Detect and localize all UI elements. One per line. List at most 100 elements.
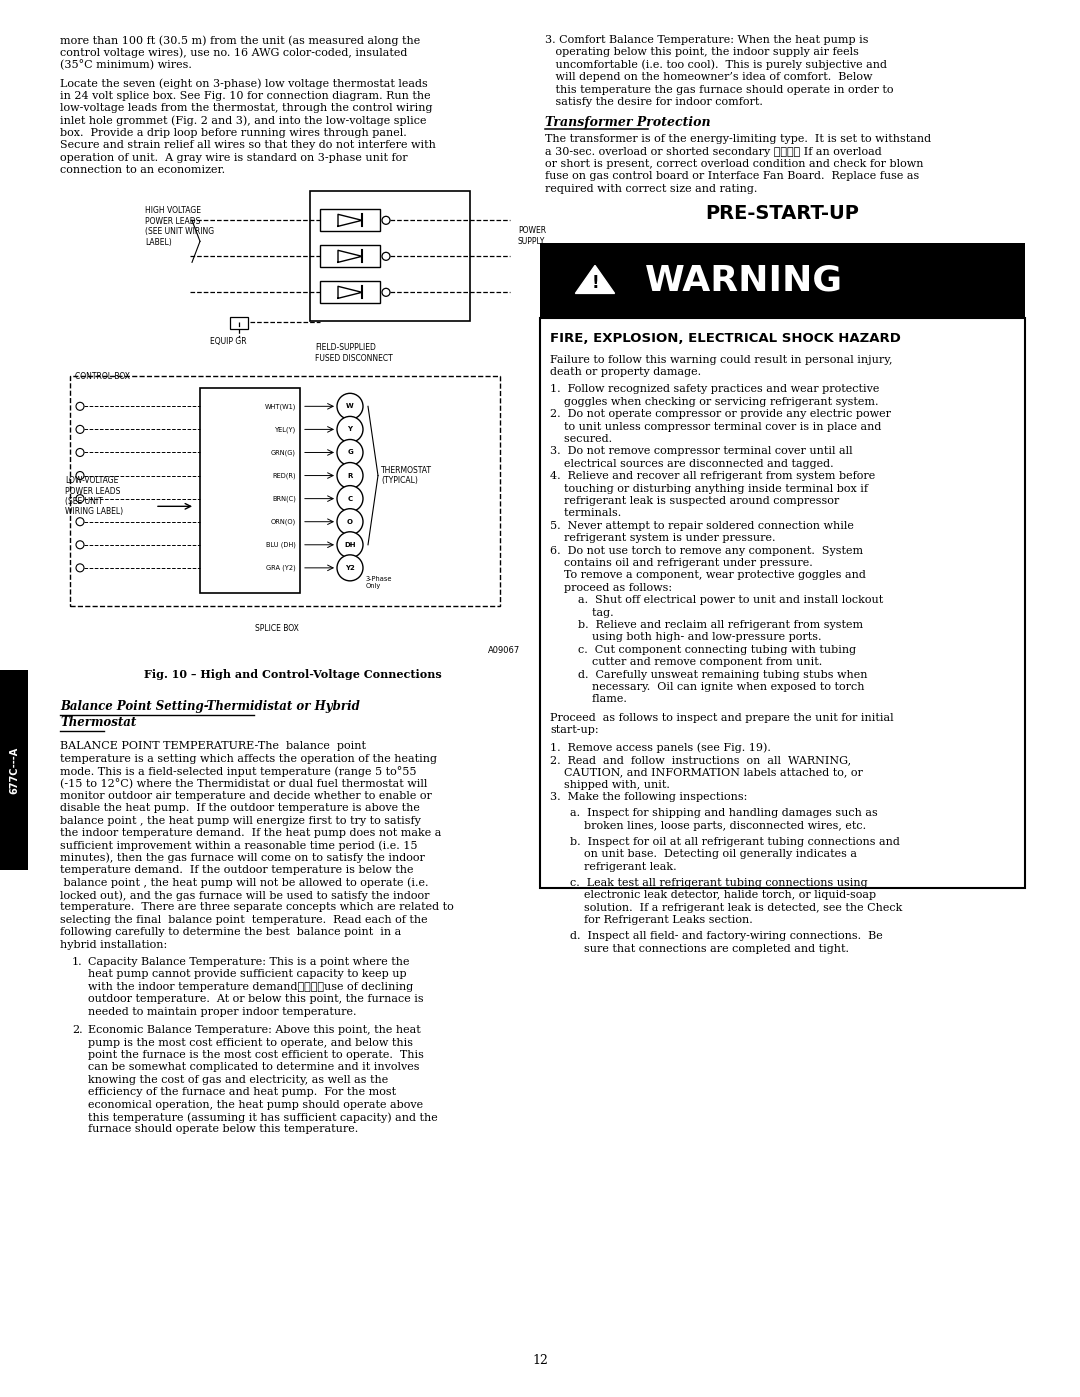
Text: Thermostat: Thermostat [60, 717, 136, 729]
Circle shape [337, 440, 363, 465]
Text: BALANCE POINT TEMPERATURE-The  balance  point: BALANCE POINT TEMPERATURE-The balance po… [60, 742, 366, 752]
Text: BLU (DH): BLU (DH) [266, 542, 296, 548]
Text: more than 100 ft (30.5 m) from the unit (as measured along the: more than 100 ft (30.5 m) from the unit … [60, 35, 420, 46]
Text: SPLICE BOX: SPLICE BOX [255, 624, 299, 633]
Text: terminals.: terminals. [550, 509, 621, 518]
Text: or short is present, correct overload condition and check for blown: or short is present, correct overload co… [545, 159, 923, 169]
Text: will depend on the homeowner’s idea of comfort.  Below: will depend on the homeowner’s idea of c… [545, 73, 873, 82]
Text: outdoor temperature.  At or below this point, the furnace is: outdoor temperature. At or below this po… [87, 995, 423, 1004]
Text: HIGH VOLTAGE
POWER LEADS
(SEE UNIT WIRING
LABEL): HIGH VOLTAGE POWER LEADS (SEE UNIT WIRIN… [145, 207, 214, 246]
Text: box.  Provide a drip loop before running wires through panel.: box. Provide a drip loop before running … [60, 129, 407, 138]
Text: A09067: A09067 [488, 647, 519, 655]
Circle shape [337, 486, 363, 511]
Text: 12: 12 [532, 1354, 548, 1368]
Text: ORN(O): ORN(O) [271, 518, 296, 525]
Text: Proceed  as follows to inspect and prepare the unit for initial: Proceed as follows to inspect and prepar… [550, 712, 893, 724]
Text: FIRE, EXPLOSION, ELECTRICAL SHOCK HAZARD: FIRE, EXPLOSION, ELECTRICAL SHOCK HAZARD [550, 332, 901, 345]
Text: W: W [346, 404, 354, 409]
Text: Failure to follow this warning could result in personal injury,: Failure to follow this warning could res… [550, 355, 892, 365]
Text: temperature demand.  If the outdoor temperature is below the: temperature demand. If the outdoor tempe… [60, 865, 414, 876]
Text: RED(R): RED(R) [272, 472, 296, 479]
Text: The transformer is of the energy-limiting type.  It is set to withstand: The transformer is of the energy-limitin… [545, 134, 931, 144]
Circle shape [337, 416, 363, 443]
Text: shipped with, unit.: shipped with, unit. [550, 780, 670, 789]
Text: economical operation, the heat pump should operate above: economical operation, the heat pump shou… [87, 1099, 423, 1109]
Text: inlet hole grommet (Fig. 2 and 3), and into the low-voltage splice: inlet hole grommet (Fig. 2 and 3), and i… [60, 116, 427, 126]
Text: Balance Point Setting-Thermidistat or Hybrid: Balance Point Setting-Thermidistat or Hy… [60, 700, 360, 714]
Text: contains oil and refrigerant under pressure.: contains oil and refrigerant under press… [550, 557, 813, 569]
Text: temperature is a setting which affects the operation of the heating: temperature is a setting which affects t… [60, 753, 437, 764]
Text: a.  Inspect for shipping and handling damages such as: a. Inspect for shipping and handling dam… [570, 809, 878, 819]
Text: 2.  Do not operate compressor or provide any electric power: 2. Do not operate compressor or provide … [550, 409, 891, 419]
Text: 1.  Follow recognized safety practices and wear protective: 1. Follow recognized safety practices an… [550, 384, 879, 394]
Text: WHT(W1): WHT(W1) [265, 404, 296, 409]
Text: efficiency of the furnace and heat pump.  For the most: efficiency of the furnace and heat pump.… [87, 1087, 396, 1097]
Text: C: C [348, 496, 352, 502]
Text: operating below this point, the indoor supply air feels: operating below this point, the indoor s… [545, 47, 859, 57]
Text: touching or disturbing anything inside terminal box if: touching or disturbing anything inside t… [550, 483, 868, 493]
Text: cutter and remove component from unit.: cutter and remove component from unit. [550, 657, 822, 668]
Text: this temperature (assuming it has sufficient capacity) and the: this temperature (assuming it has suffic… [87, 1112, 437, 1123]
Text: pump is the most cost efficient to operate, and below this: pump is the most cost efficient to opera… [87, 1038, 413, 1048]
Text: CAUTION, and INFORMATION labels attached to, or: CAUTION, and INFORMATION labels attached… [550, 767, 863, 778]
Text: required with correct size and rating.: required with correct size and rating. [545, 184, 757, 194]
Text: goggles when checking or servicing refrigerant system.: goggles when checking or servicing refri… [550, 397, 878, 407]
Text: in 24 volt splice box. See Fig. 10 for connection diagram. Run the: in 24 volt splice box. See Fig. 10 for c… [60, 91, 431, 101]
Text: PRE-START-UP: PRE-START-UP [705, 204, 860, 222]
Text: O: O [347, 518, 353, 525]
Text: low-voltage leads from the thermostat, through the control wiring: low-voltage leads from the thermostat, t… [60, 103, 432, 113]
Text: 3.  Do not remove compressor terminal cover until all: 3. Do not remove compressor terminal cov… [550, 447, 852, 457]
Text: monitor outdoor air temperature and decide whether to enable or: monitor outdoor air temperature and deci… [60, 791, 432, 800]
Text: needed to maintain proper indoor temperature.: needed to maintain proper indoor tempera… [87, 1007, 356, 1017]
Text: To remove a component, wear protective goggles and: To remove a component, wear protective g… [550, 570, 866, 580]
Text: with the indoor temperature demand    use of declining: with the indoor temperature demand    us… [87, 982, 414, 992]
Text: balance point , the heat pump will not be allowed to operate (i.e.: balance point , the heat pump will not b… [60, 877, 429, 888]
Text: a 30-sec. overload or shorted secondary      If an overload: a 30-sec. overload or shorted secondary … [545, 147, 881, 156]
Text: 3.  Make the following inspections:: 3. Make the following inspections: [550, 792, 747, 802]
Text: b.  Relieve and reclaim all refrigerant from system: b. Relieve and reclaim all refrigerant f… [550, 620, 863, 630]
Text: YEL(Y): YEL(Y) [274, 426, 296, 433]
Text: this temperature the gas furnace should operate in order to: this temperature the gas furnace should … [545, 85, 893, 95]
Text: Economic Balance Temperature: Above this point, the heat: Economic Balance Temperature: Above this… [87, 1025, 421, 1035]
Circle shape [337, 462, 363, 489]
Text: locked out), and the gas furnace will be used to satisfy the indoor: locked out), and the gas furnace will be… [60, 890, 430, 901]
Text: hybrid installation:: hybrid installation: [60, 940, 167, 950]
Text: broken lines, loose parts, disconnected wires, etc.: broken lines, loose parts, disconnected … [570, 821, 866, 831]
Text: connection to an economizer.: connection to an economizer. [60, 165, 225, 175]
Text: 5.  Never attempt to repair soldered connection while: 5. Never attempt to repair soldered conn… [550, 521, 854, 531]
Text: tag.: tag. [550, 608, 613, 617]
Text: death or property damage.: death or property damage. [550, 367, 701, 377]
Text: a.  Shut off electrical power to unit and install lockout: a. Shut off electrical power to unit and… [550, 595, 883, 605]
Text: electrical sources are disconnected and tagged.: electrical sources are disconnected and … [550, 458, 834, 469]
Text: for Refrigerant Leaks section.: for Refrigerant Leaks section. [570, 915, 753, 925]
Text: 677C---A: 677C---A [9, 746, 19, 793]
Text: fuse on gas control board or Interface Fan Board.  Replace fuse as: fuse on gas control board or Interface F… [545, 172, 919, 182]
Text: c.  Cut component connecting tubing with tubing: c. Cut component connecting tubing with … [550, 645, 856, 655]
Text: R: R [348, 472, 353, 479]
Text: proceed as follows:: proceed as follows: [550, 583, 672, 592]
Text: Y2: Y2 [346, 564, 355, 571]
Text: 4.  Relieve and recover all refrigerant from system before: 4. Relieve and recover all refrigerant f… [550, 471, 875, 481]
Text: Y: Y [348, 426, 352, 433]
Text: Fig. 10 – High and Control-Voltage Connections: Fig. 10 – High and Control-Voltage Conne… [144, 669, 442, 680]
Text: furnace should operate below this temperature.: furnace should operate below this temper… [87, 1125, 359, 1134]
Text: on unit base.  Detecting oil generally indicates a: on unit base. Detecting oil generally in… [570, 849, 858, 859]
Text: d.  Carefully unsweat remaining tubing stubs when: d. Carefully unsweat remaining tubing st… [550, 669, 867, 679]
Text: GRA (Y2): GRA (Y2) [267, 564, 296, 571]
Text: disable the heat pump.  If the outdoor temperature is above the: disable the heat pump. If the outdoor te… [60, 803, 420, 813]
Text: 1.: 1. [72, 957, 83, 967]
Text: THERMOSTAT
(TYPICAL): THERMOSTAT (TYPICAL) [381, 465, 432, 485]
Text: (35°C minimum) wires.: (35°C minimum) wires. [60, 60, 192, 70]
Text: LOW-VOLTAGE
POWER LEADS
(SEE UNIT
WIRING LABEL): LOW-VOLTAGE POWER LEADS (SEE UNIT WIRING… [65, 476, 123, 517]
Text: BRN(C): BRN(C) [272, 496, 296, 502]
Text: d.  Inspect all field- and factory-wiring connections.  Be: d. Inspect all field- and factory-wiring… [570, 932, 882, 942]
Bar [0, 671, 28, 870]
Text: (-15 to 12°C) where the Thermidistat or dual fuel thermostat will: (-15 to 12°C) where the Thermidistat or … [60, 778, 428, 789]
Text: 6.  Do not use torch to remove any component.  System: 6. Do not use torch to remove any compon… [550, 546, 863, 556]
Bar [540, 243, 1025, 319]
Text: Locate the seven (eight on 3-phase) low voltage thermostat leads: Locate the seven (eight on 3-phase) low … [60, 78, 428, 89]
Text: EQUIP GR: EQUIP GR [210, 337, 246, 346]
Text: Secure and strain relief all wires so that they do not interfere with: Secure and strain relief all wires so th… [60, 141, 436, 151]
Text: 1.  Remove access panels (see Fig. 19).: 1. Remove access panels (see Fig. 19). [550, 743, 771, 753]
Text: the indoor temperature demand.  If the heat pump does not make a: the indoor temperature demand. If the he… [60, 828, 442, 838]
